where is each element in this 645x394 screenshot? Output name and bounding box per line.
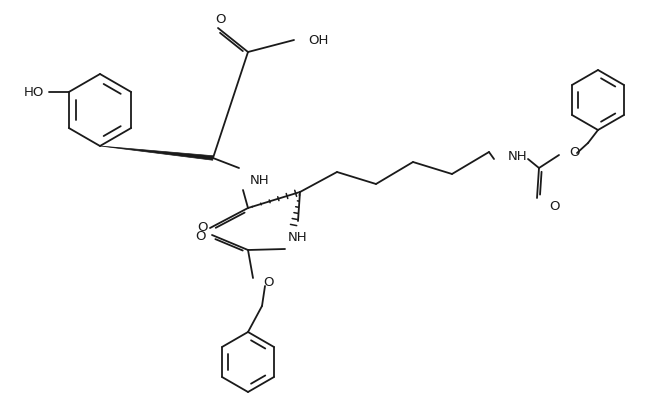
Polygon shape bbox=[100, 146, 213, 160]
Text: O: O bbox=[263, 277, 273, 290]
Text: NH: NH bbox=[288, 230, 308, 243]
Text: O: O bbox=[195, 229, 205, 242]
Text: O: O bbox=[569, 145, 579, 158]
Text: O: O bbox=[549, 199, 559, 212]
Text: O: O bbox=[215, 13, 225, 26]
Text: HO: HO bbox=[24, 85, 44, 98]
Text: NH: NH bbox=[250, 173, 270, 186]
Text: O: O bbox=[197, 221, 207, 234]
Text: NH: NH bbox=[508, 149, 528, 162]
Text: OH: OH bbox=[308, 33, 328, 46]
